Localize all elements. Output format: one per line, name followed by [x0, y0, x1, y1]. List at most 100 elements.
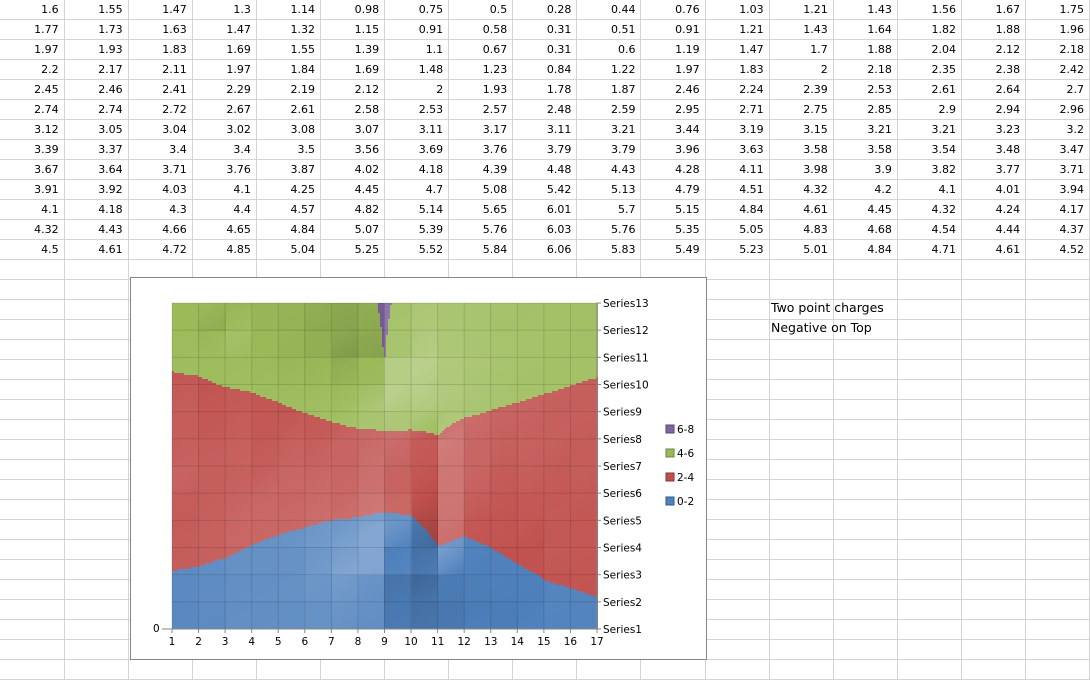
sheet-cell[interactable]	[1025, 600, 1090, 620]
sheet-cell[interactable]	[769, 300, 834, 320]
sheet-cell[interactable]	[64, 540, 129, 560]
sheet-cell[interactable]	[1025, 540, 1090, 560]
sheet-cell[interactable]	[961, 340, 1027, 360]
sheet-cell[interactable]: 4.82	[320, 200, 386, 220]
sheet-cell[interactable]: 2.61	[897, 80, 962, 100]
sheet-cell[interactable]: 1.82	[897, 20, 962, 40]
sheet-cell[interactable]: 3.5	[256, 140, 321, 160]
sheet-cell[interactable]: 2.48	[512, 100, 578, 120]
sheet-cell[interactable]: 1.23	[448, 60, 514, 80]
sheet-cell[interactable]: 1.3	[192, 0, 257, 20]
sheet-cell[interactable]	[961, 300, 1027, 320]
sheet-cell[interactable]: 1.67	[961, 0, 1027, 20]
sheet-cell[interactable]: 1.63	[128, 20, 193, 40]
sheet-cell[interactable]	[833, 500, 898, 520]
sheet-cell[interactable]: 4.84	[705, 200, 770, 220]
sheet-cell[interactable]: 4.61	[64, 240, 129, 260]
sheet-cell[interactable]: 3.44	[641, 120, 706, 140]
sheet-cell[interactable]: 3.23	[961, 120, 1027, 140]
sheet-cell[interactable]	[1025, 560, 1090, 580]
sheet-cell[interactable]: 3.54	[897, 140, 962, 160]
sheet-cell[interactable]: 1.21	[705, 20, 770, 40]
sheet-cell[interactable]: 1.87	[576, 80, 642, 100]
sheet-cell[interactable]: 1.88	[961, 20, 1027, 40]
sheet-cell[interactable]: 5.65	[448, 200, 514, 220]
sheet-cell[interactable]	[1025, 300, 1090, 320]
sheet-cell[interactable]: 3.37	[64, 140, 129, 160]
sheet-cell[interactable]	[833, 320, 898, 340]
sheet-cell[interactable]	[0, 340, 65, 360]
sheet-cell[interactable]	[0, 540, 65, 560]
sheet-cell[interactable]: 0.98	[320, 0, 386, 20]
sheet-cell[interactable]	[705, 340, 770, 360]
sheet-cell[interactable]	[769, 340, 834, 360]
sheet-cell[interactable]: 2.04	[897, 40, 962, 60]
sheet-cell[interactable]	[1025, 360, 1090, 380]
sheet-cell[interactable]	[833, 280, 898, 300]
sheet-cell[interactable]: 5.25	[320, 240, 386, 260]
sheet-cell[interactable]: 4.72	[128, 240, 193, 260]
contour-chart[interactable]: 1 2 3 4 5 6 7 8 9 10 11 12 13 14 15 16 17 Series1 Series2 S…	[130, 277, 707, 660]
sheet-cell[interactable]	[769, 640, 834, 660]
sheet-cell[interactable]: 1.15	[320, 20, 386, 40]
sheet-cell[interactable]	[961, 480, 1027, 500]
sheet-cell[interactable]: 2.7	[1025, 80, 1090, 100]
sheet-cell[interactable]	[833, 440, 898, 460]
sheet-cell[interactable]	[897, 300, 962, 320]
sheet-cell[interactable]	[897, 280, 962, 300]
sheet-cell[interactable]	[833, 360, 898, 380]
sheet-cell[interactable]: 0.84	[512, 60, 578, 80]
sheet-cell[interactable]: 4.32	[897, 200, 962, 220]
sheet-cell[interactable]	[0, 480, 65, 500]
sheet-cell[interactable]: 3.15	[769, 120, 834, 140]
sheet-cell[interactable]: 3.67	[0, 160, 65, 180]
sheet-cell[interactable]	[961, 440, 1027, 460]
sheet-cell[interactable]	[0, 660, 65, 680]
sheet-cell[interactable]	[833, 400, 898, 420]
sheet-cell[interactable]: 1.56	[897, 0, 962, 20]
sheet-cell[interactable]: 1.96	[1025, 20, 1090, 40]
sheet-cell[interactable]: 5.13	[576, 180, 642, 200]
sheet-cell[interactable]	[1025, 280, 1090, 300]
sheet-cell[interactable]: 5.08	[448, 180, 514, 200]
sheet-cell[interactable]: 2.94	[961, 100, 1027, 120]
sheet-cell[interactable]: 3.39	[0, 140, 65, 160]
sheet-cell[interactable]: 2.12	[961, 40, 1027, 60]
sheet-cell[interactable]: 2.41	[128, 80, 193, 100]
sheet-cell[interactable]: 4.18	[64, 200, 129, 220]
sheet-cell[interactable]: 4.43	[576, 160, 642, 180]
sheet-cell[interactable]: 2.9	[897, 100, 962, 120]
sheet-cell[interactable]: 4.37	[1025, 220, 1090, 240]
sheet-cell[interactable]	[769, 260, 834, 280]
sheet-cell[interactable]	[64, 340, 129, 360]
sheet-cell[interactable]: 3.11	[512, 120, 578, 140]
sheet-cell[interactable]	[192, 660, 257, 680]
sheet-cell[interactable]: 3.19	[705, 120, 770, 140]
sheet-cell[interactable]: 1.55	[256, 40, 321, 60]
sheet-cell[interactable]: 2.35	[897, 60, 962, 80]
sheet-cell[interactable]: 2.18	[833, 60, 898, 80]
sheet-cell[interactable]: 5.84	[448, 240, 514, 260]
sheet-cell[interactable]	[705, 440, 770, 460]
sheet-cell[interactable]: 2.95	[641, 100, 706, 120]
sheet-cell[interactable]: 2.12	[320, 80, 386, 100]
sheet-cell[interactable]: 4.68	[833, 220, 898, 240]
sheet-cell[interactable]: 1.43	[833, 0, 898, 20]
sheet-cell[interactable]	[0, 640, 65, 660]
sheet-cell[interactable]: 1.48	[384, 60, 450, 80]
sheet-cell[interactable]	[833, 380, 898, 400]
sheet-cell[interactable]: 4.17	[1025, 200, 1090, 220]
sheet-cell[interactable]: 3.11	[384, 120, 450, 140]
sheet-cell[interactable]: 2.46	[64, 80, 129, 100]
sheet-cell[interactable]: 2.18	[1025, 40, 1090, 60]
sheet-cell[interactable]: 4.45	[833, 200, 898, 220]
sheet-cell[interactable]	[1025, 500, 1090, 520]
sheet-cell[interactable]: 2.85	[833, 100, 898, 120]
sheet-cell[interactable]: 3.4	[128, 140, 193, 160]
sheet-cell[interactable]	[705, 540, 770, 560]
sheet-cell[interactable]	[1025, 380, 1090, 400]
sheet-cell[interactable]: 5.04	[256, 240, 321, 260]
sheet-cell[interactable]: 4.1	[192, 180, 257, 200]
sheet-cell[interactable]: 0.28	[512, 0, 578, 20]
sheet-cell[interactable]: 3.91	[0, 180, 65, 200]
